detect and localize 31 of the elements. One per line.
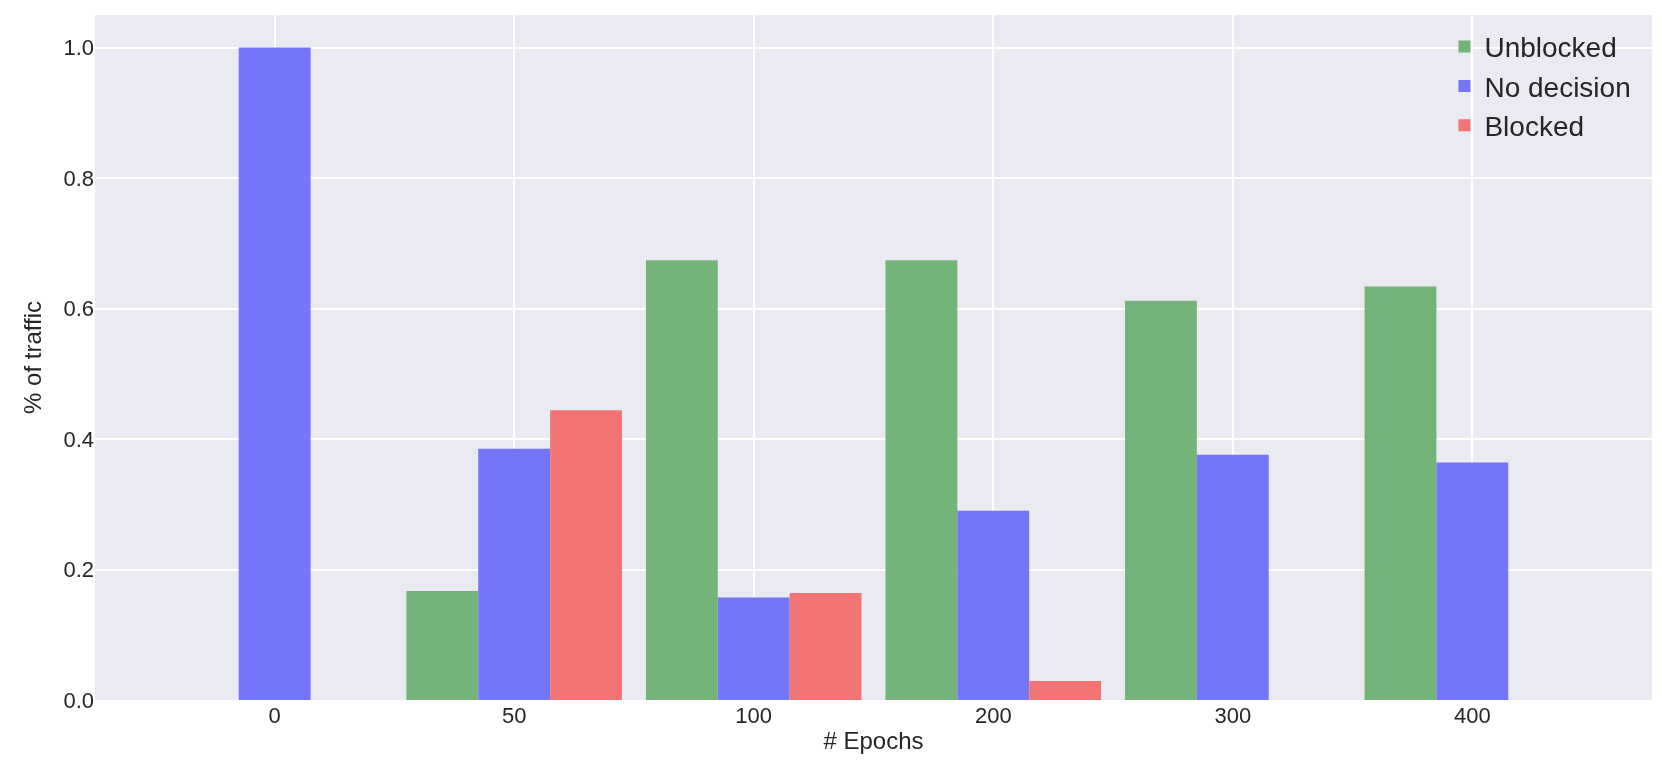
bar bbox=[885, 260, 958, 700]
bar bbox=[1364, 286, 1437, 700]
x-tick-label: 100 bbox=[735, 703, 773, 728]
y-axis-title: % of traffic bbox=[18, 301, 46, 414]
bar bbox=[789, 593, 862, 700]
legend-label: Blocked bbox=[1484, 111, 1585, 143]
y-tick-label: 1.0 bbox=[63, 35, 94, 61]
bar bbox=[238, 47, 311, 700]
x-tick-label: 200 bbox=[974, 703, 1012, 728]
y-tick-label: 0.4 bbox=[63, 426, 94, 452]
bar bbox=[717, 597, 790, 700]
x-tick-label: 0 bbox=[268, 703, 281, 728]
y-tick-label: 0.8 bbox=[63, 165, 94, 191]
y-tick-label: 0.0 bbox=[63, 687, 94, 713]
bar bbox=[478, 448, 551, 700]
x-tick-label: 400 bbox=[1453, 703, 1491, 728]
bar bbox=[550, 410, 622, 700]
legend-label: Unblocked bbox=[1484, 32, 1617, 64]
bar bbox=[1196, 454, 1269, 700]
x-tick-label: 50 bbox=[501, 703, 527, 728]
y-tick-label: 0.6 bbox=[63, 296, 94, 322]
bar bbox=[957, 510, 1030, 700]
x-axis-title: # Epochs bbox=[823, 727, 924, 755]
bar bbox=[645, 260, 718, 700]
bar bbox=[1029, 681, 1102, 700]
y-tick-label: 0.2 bbox=[63, 557, 94, 583]
x-tick-label: 300 bbox=[1214, 703, 1252, 728]
bar bbox=[406, 591, 479, 700]
legend-label: No decision bbox=[1484, 71, 1631, 103]
bar bbox=[1125, 300, 1197, 700]
bar bbox=[1436, 462, 1509, 700]
